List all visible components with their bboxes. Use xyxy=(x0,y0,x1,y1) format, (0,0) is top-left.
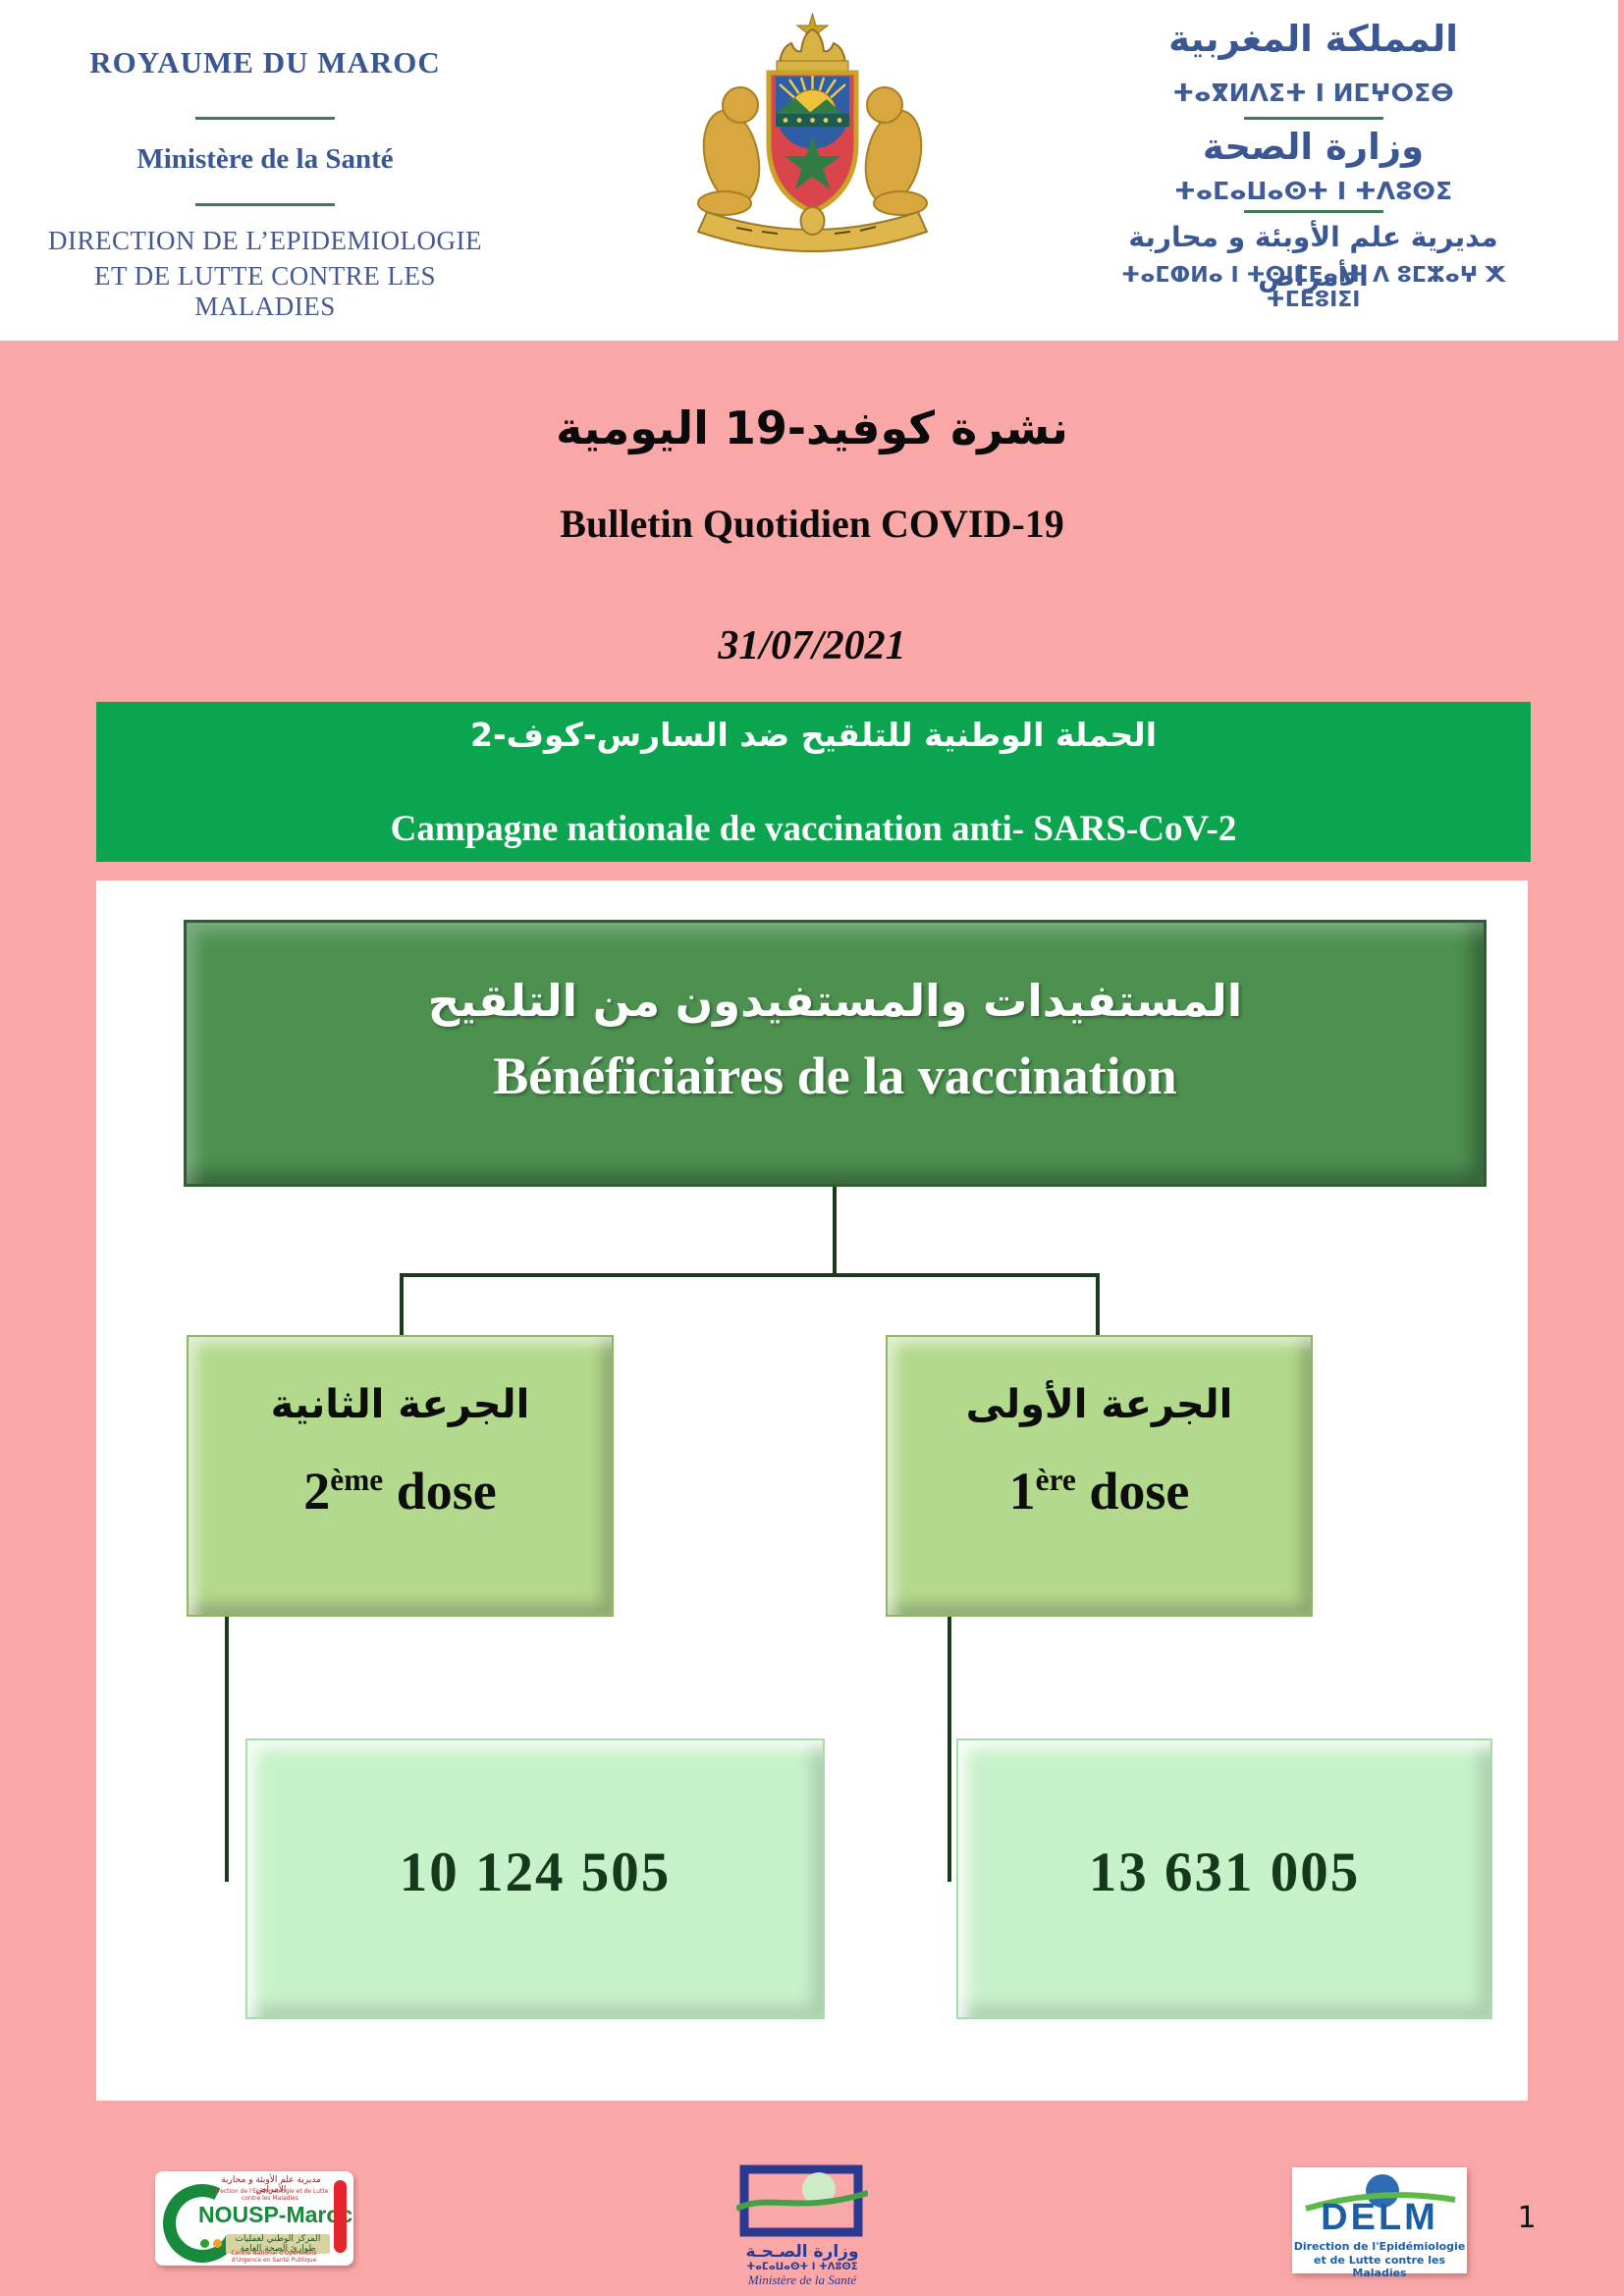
ministry-logo-french: Ministère de la Santé xyxy=(747,2272,857,2287)
connector-line xyxy=(225,1617,229,1882)
kingdom-title-arabic: المملكة المغربية xyxy=(1168,18,1458,60)
campaign-banner-french: Campagne nationale de vaccination anti- … xyxy=(390,809,1237,849)
diagram-value-first-dose: 13 631 005 xyxy=(956,1738,1492,2019)
direction-title-line1: DIRECTION DE L’EPIDEMIOLOGIE xyxy=(48,226,482,255)
ministry-of-health-logo: وزارة الصـحـة ⵜⴰⵎⴰⵡⴰⵙⵜ ⵏ ⵜⴷⵓⵙⵉ Ministère… xyxy=(734,2163,869,2287)
bulletin-date: 31/07/2021 xyxy=(718,623,906,668)
nousp-top-french: Direction de l'Epidémiologie et de Lutte… xyxy=(211,2188,329,2202)
page-number: 1 xyxy=(1517,2201,1537,2235)
separator-line xyxy=(1243,117,1383,120)
ministry-title-tifinagh: ⵜⴰⵎⴰⵡⴰⵙⵜ ⵏ ⵜⴷⵓⵙⵉ xyxy=(1173,177,1453,205)
bulletin-title-french: Bulletin Quotidien COVID-19 xyxy=(560,502,1064,546)
separator-line xyxy=(195,203,335,206)
campaign-banner: الحملة الوطنية للتلقيح ضد السارس-كوف-2 C… xyxy=(96,702,1531,862)
second-dose-label-arabic: الجرعة الثانية xyxy=(270,1382,530,1427)
direction-title-arabic: مديرية علم الأوبئة و محاربة الأمراض xyxy=(1128,221,1498,293)
first-dose-value: 13 631 005 xyxy=(1088,1842,1361,1903)
connector-line xyxy=(400,1273,404,1336)
first-dose-label-arabic: الجرعة الأولى xyxy=(965,1382,1233,1427)
nousp-top-arabic: مديرية علم الأوبئة و محاربة الأمراض xyxy=(221,2175,321,2195)
diagram-root-node: المستفيدات والمستفيدون من التلقيح Bénéfi… xyxy=(184,920,1487,1187)
root-node-label-arabic: المستفيدات والمستفيدون من التلقيح xyxy=(427,975,1243,1027)
nousp-bottom-arabic: المركز الوطني لعمليات طوارئ الصحة العامة xyxy=(226,2234,330,2254)
ministry-logo-icon xyxy=(734,2164,869,2237)
separator-line xyxy=(1243,210,1383,213)
connector-line xyxy=(1096,1273,1100,1336)
second-dose-label-french: 2ème dose xyxy=(303,1462,497,1521)
second-dose-value: 10 124 505 xyxy=(399,1842,672,1903)
ministry-logo-arabic: وزارة الصـحـة xyxy=(745,2242,859,2262)
ministry-title: Ministère de la Santé xyxy=(136,143,394,175)
ministry-title-arabic: وزارة الصحة xyxy=(1202,126,1425,168)
delm-logo-icon xyxy=(1305,2174,1456,2212)
document-header: ROYAUME DU MAROC Ministère de la Santé D… xyxy=(0,0,1618,341)
first-dose-label-french: 1ère dose xyxy=(1008,1462,1190,1521)
nousp-red-bar-icon xyxy=(334,2180,347,2253)
delm-line2: et de Lutte contre les Maladies xyxy=(1313,2254,1446,2279)
separator-line xyxy=(195,117,335,120)
connector-line xyxy=(833,1187,837,1275)
direction-title-tifinagh: ⵜⴰⵎⵀⵍⴰ ⵏ ⵜⵙⵏⵎⴹⴰⵏⵜ ⴷ ⵓⵎⵣⴰⵖ ⵅ ⵜⵎⴹⵓⵏⵉⵏ xyxy=(1121,263,1505,312)
root-node-label-french: Bénéficiaires de la vaccination xyxy=(493,1046,1177,1105)
bulletin-title-arabic: نشرة كوفيد-19 اليومية xyxy=(556,401,1068,454)
delm-line1: Direction de l'Epidémiologie xyxy=(1293,2240,1466,2253)
nousp-bottom-french: Centre National d'Opérations d'Urgence e… xyxy=(231,2250,317,2264)
kingdom-title: ROYAUME DU MAROC xyxy=(89,45,441,80)
nousp-maroc-logo: مديرية علم الأوبئة و محاربة الأمراض Dire… xyxy=(152,2171,353,2273)
delm-logo: DELM Direction de l'Epidémiologie et de … xyxy=(1292,2167,1467,2279)
diagram-panel: المستفيدات والمستفيدون من التلقيح Bénéfi… xyxy=(96,881,1528,2101)
delm-name: DELM xyxy=(1321,2197,1438,2238)
direction-title-line2: ET DE LUTTE CONTRE LES MALADIES xyxy=(94,261,436,321)
ministry-logo-tifinagh: ⵜⴰⵎⴰⵡⴰⵙⵜ ⵏ ⵜⴷⵓⵙⵉ xyxy=(746,2262,858,2272)
morocco-coat-of-arms-icon xyxy=(677,10,947,257)
header-left-block: ROYAUME DU MAROC Ministère de la Santé D… xyxy=(34,0,496,341)
diagram-node-second-dose: الجرعة الثانية 2ème dose xyxy=(187,1335,614,1617)
connector-line xyxy=(400,1273,1100,1277)
connector-line xyxy=(947,1617,951,1882)
header-right-block: المملكة المغربية ⵜⴰⴳⵍⴷⵉⵜ ⵏ ⵍⵎⵖⵔⵉⴱ وزارة … xyxy=(1080,0,1546,341)
kingdom-title-tifinagh: ⵜⴰⴳⵍⴷⵉⵜ ⵏ ⵍⵎⵖⵔⵉⴱ xyxy=(1172,79,1454,107)
diagram-node-first-dose: الجرعة الأولى 1ère dose xyxy=(886,1335,1313,1617)
nousp-name: NOUSP-Maroc xyxy=(198,2202,353,2227)
campaign-banner-arabic: الحملة الوطنية للتلقيح ضد السارس-كوف-2 xyxy=(469,716,1158,754)
diagram-value-second-dose: 10 124 505 xyxy=(245,1738,825,2019)
